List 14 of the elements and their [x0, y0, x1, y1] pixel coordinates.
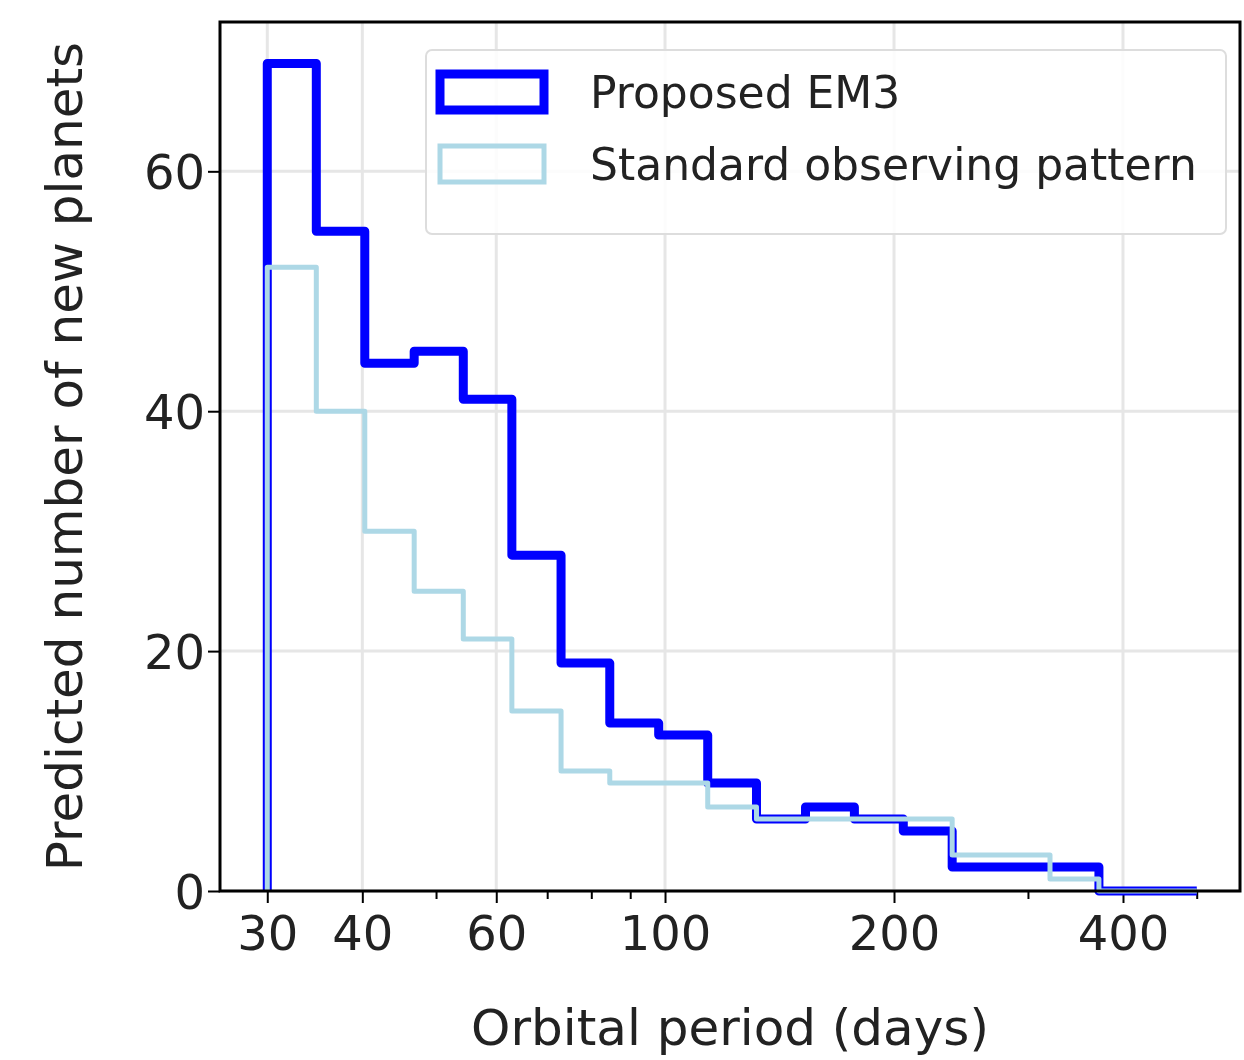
- x-tick-label: 40: [332, 905, 394, 962]
- y-tick-label: 60: [143, 144, 205, 201]
- x-tick-label: 60: [466, 905, 528, 962]
- legend-label: Proposed EM3: [590, 66, 901, 118]
- legend-label: Standard observing pattern: [590, 138, 1197, 190]
- x-tick-label: 30: [237, 905, 299, 962]
- y-tick-label: 0: [174, 863, 205, 920]
- y-tick-label: 20: [143, 623, 205, 680]
- x-tick-label: 200: [848, 905, 941, 962]
- y-tick-label: 40: [143, 384, 205, 440]
- y-axis-title: Predicted number of new planets: [36, 41, 94, 872]
- x-tick-label: 400: [1077, 905, 1170, 962]
- x-tick-label: 100: [619, 905, 712, 962]
- x-axis-title: Orbital period (days): [471, 999, 989, 1057]
